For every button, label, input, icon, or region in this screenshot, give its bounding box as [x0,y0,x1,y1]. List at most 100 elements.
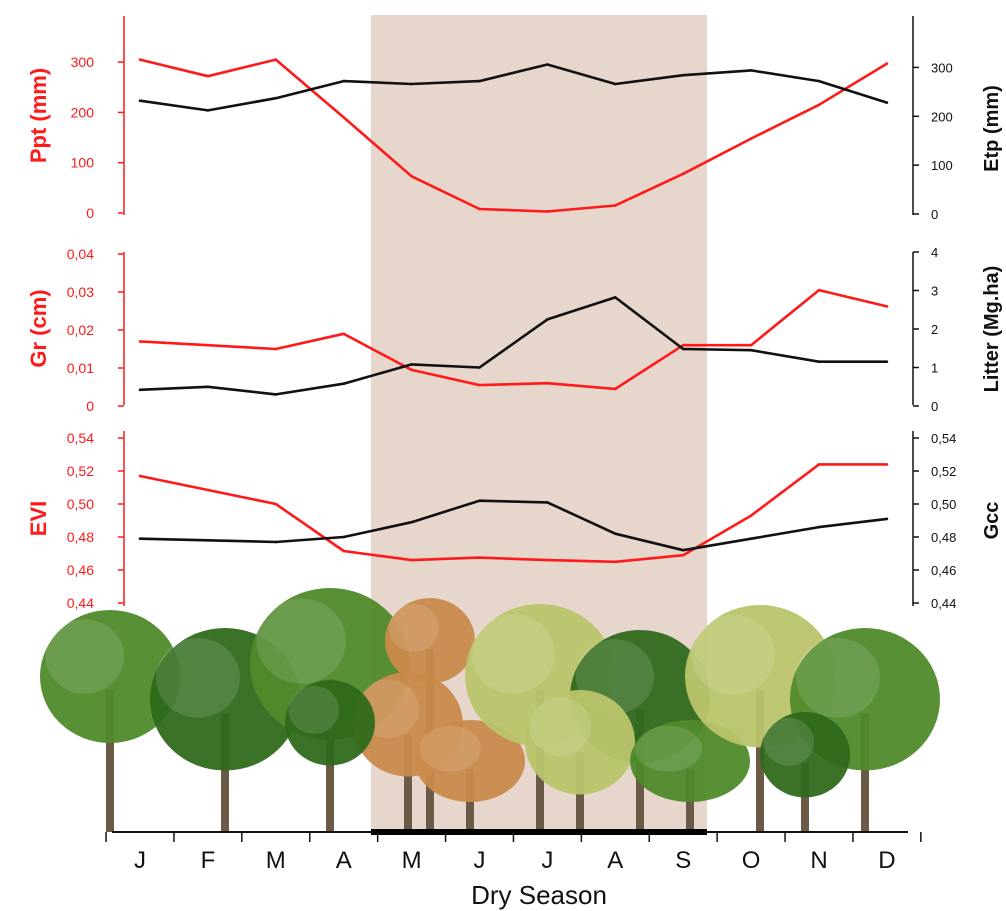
data-point [681,347,685,351]
month-label: A [607,847,623,874]
data-point [546,210,549,213]
left-tick-label: 0,03 [67,284,94,300]
data-point [274,58,278,61]
left-tick-label: 0,46 [67,562,94,578]
tree-trunk [756,690,764,832]
forest-illustration [40,588,940,832]
tree-crown [525,690,635,795]
data-point [478,79,481,83]
data-point [817,288,821,292]
month-label: J [134,847,146,874]
month-label: S [675,847,691,874]
right-tick-label: 2 [931,322,938,337]
data-point [342,535,346,539]
tree-10 [630,720,750,832]
chart-panels: 0 100 200 300 Ppt (mm) 0 100 200 300 Etp (mm) 0 0,0… [26,16,1003,611]
data-point [749,348,753,352]
left-tick-label: 0,48 [67,529,94,545]
dry-season-bar [371,829,707,835]
left-tick-label: 0 [86,398,94,414]
right-tick-label: 0,44 [931,596,956,611]
right-tick-label: 200 [931,109,953,124]
tree-crown [415,720,525,802]
left-tick-label: 0,02 [67,322,94,338]
left-tick-label: 0 [86,205,94,221]
data-point [546,63,549,66]
data-point [138,388,142,392]
data-point [681,172,685,176]
left-tick-label: 0,52 [67,463,94,479]
data-point [614,82,617,86]
left-tick-label: 100 [71,155,95,171]
right-tick-label: 1 [931,361,938,376]
tree-crown [760,712,850,798]
data-point [274,347,278,351]
tree-trunk [326,731,334,832]
left-axis-label: Ppt (mm) [26,68,51,163]
data-point [885,360,889,364]
left-axis: 0 100 200 300 Ppt (mm) [26,16,125,221]
tree-14 [285,680,375,832]
left-axis-label: Gr (cm) [26,289,51,367]
data-point [817,463,821,466]
data-point [478,383,481,387]
data-point [749,514,753,517]
month-label: F [201,847,216,874]
data-point [614,204,617,207]
data-point [478,499,481,503]
tree-crown [40,610,180,743]
tree-trunk [221,713,229,832]
right-tick-label: 300 [931,60,953,75]
panel-3: 0,440,460,480,500,520,54EVI0,440,460,480… [26,430,1003,611]
data-point [206,539,210,542]
left-tick-label: 300 [71,54,95,70]
left-tick-label: 0,50 [67,496,94,512]
tree-highlight [256,598,347,684]
tree-highlight [529,697,591,756]
left-tick-label: 0,54 [67,430,94,446]
right-series-line [139,499,888,552]
left-tick-label: 200 [71,104,95,120]
data-point [274,502,278,506]
left-series-line [139,463,887,564]
right-tick-label: 0,48 [931,530,956,545]
data-point [274,540,278,544]
tree-highlight [691,614,775,695]
data-point [138,537,142,540]
data-point [342,79,346,83]
data-point [885,101,889,104]
tree-highlight [419,725,482,772]
data-point [274,393,278,396]
data-point [885,305,889,308]
data-point [410,174,413,178]
month-label: A [336,847,352,874]
data-point [410,363,413,366]
tree-crown [285,680,375,766]
data-point [749,537,753,540]
month-label: M [266,847,286,874]
data-point [681,343,685,347]
right-series-line [139,63,888,112]
data-point [138,99,142,102]
data-point [614,560,617,564]
data-point [478,366,481,369]
tree-9 [525,690,635,832]
data-point [681,553,685,557]
dry-season-label: Dry Season [471,880,607,910]
data-point [614,296,617,299]
left-axis: 0,44 0,46 0,48 0,50 0,52 0,54 EVI [26,430,125,611]
tree-highlight [288,685,339,734]
data-point [410,368,413,372]
month-label: M [402,847,422,874]
tree-highlight [388,603,439,652]
data-point [342,549,346,553]
data-point [274,96,278,100]
right-axis-label: Litter (Mg.ha) [981,266,1003,393]
tree-highlight [45,619,124,694]
data-point [885,517,889,521]
right-tick-label: 0,52 [931,464,956,479]
right-series-line [139,296,887,396]
data-point [410,520,413,524]
